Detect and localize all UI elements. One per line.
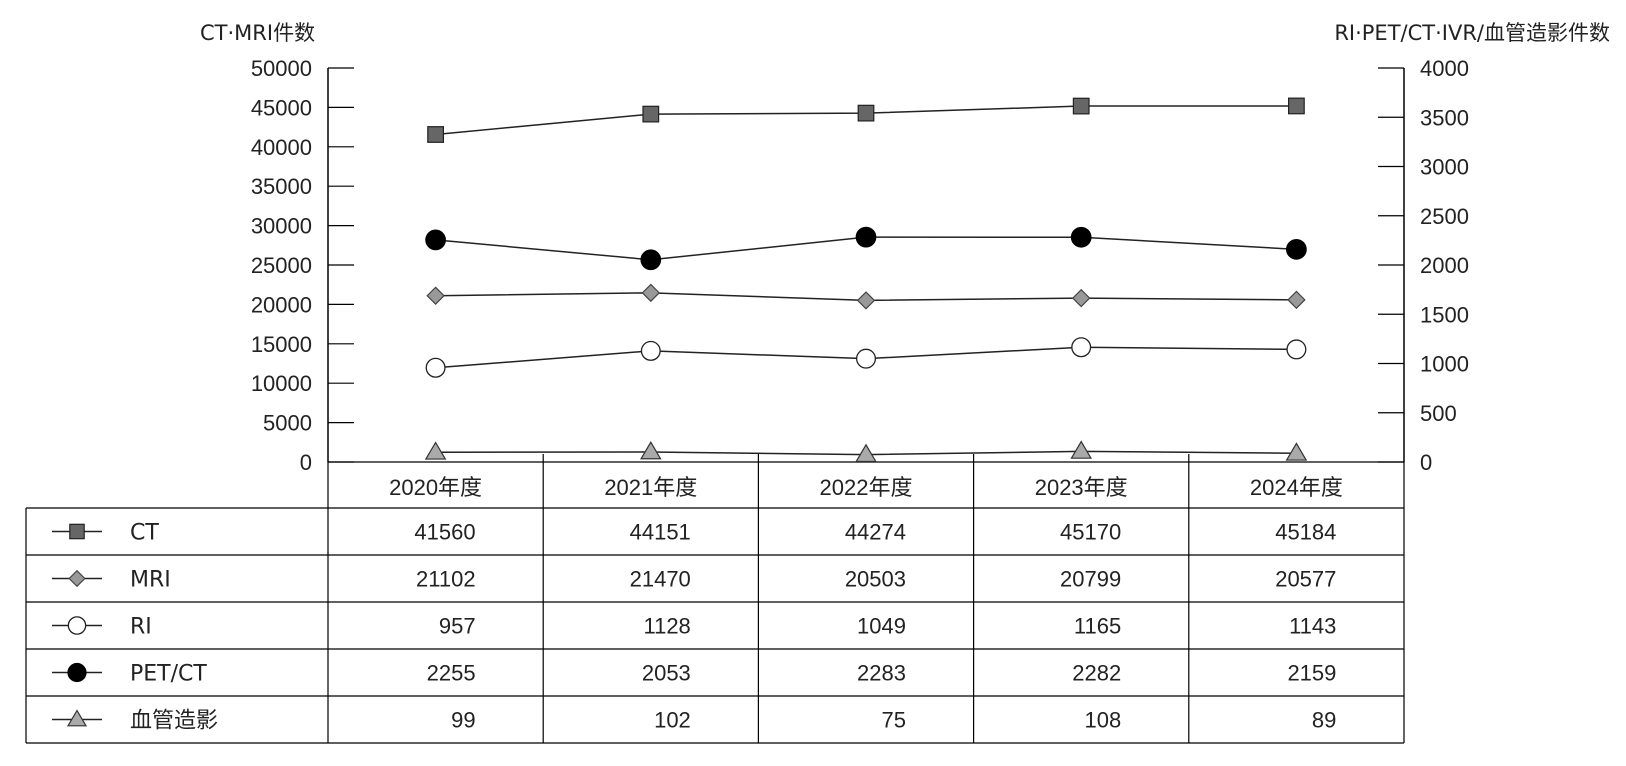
table-cell-value: 20577 <box>1275 567 1336 592</box>
data-point-3 <box>1070 226 1092 248</box>
legend-label: CT <box>130 521 159 546</box>
right-axis-title: RI·PET/CT·IVR/血管造影件数 <box>1334 21 1610 45</box>
table-cell-value: 21102 <box>416 567 476 592</box>
left-axis-tick-label: 20000 <box>251 292 312 317</box>
table-cell-value: 1128 <box>643 614 690 639</box>
legend-marker <box>67 616 87 635</box>
table-cell-value: 1165 <box>1074 614 1121 639</box>
right-axis-tick-label: 500 <box>1420 401 1457 426</box>
category-label: 2024年度 <box>1250 475 1343 500</box>
data-point-0 <box>642 105 660 123</box>
left-axis-tick-label: 50000 <box>251 56 312 81</box>
left-axis-tick-label: 30000 <box>251 214 312 239</box>
right-axis-tick-label: 3500 <box>1420 105 1469 130</box>
left-axis-tick-label: 25000 <box>251 253 312 278</box>
table-cell-value: 99 <box>451 708 475 733</box>
legend-label: RI <box>130 615 152 640</box>
left-axis-tick-label: 15000 <box>251 332 312 357</box>
legend-label: 血管造影 <box>130 709 218 734</box>
table-cell-value: 2283 <box>857 661 906 686</box>
data-point-3 <box>640 249 662 271</box>
data-point-4 <box>640 441 662 460</box>
data-point-2 <box>855 348 877 369</box>
table-cell-value: 44274 <box>845 520 906 545</box>
data-point-1 <box>1287 290 1306 310</box>
data-point-3 <box>855 226 877 248</box>
data-point-2 <box>640 340 661 361</box>
table-cell-value: 20503 <box>845 567 906 592</box>
right-axis-tick-label: 4000 <box>1420 56 1469 81</box>
legend-marker <box>66 709 88 727</box>
data-point-1 <box>426 286 445 305</box>
left-axis-title: CT·MRI件数 <box>200 21 315 45</box>
data-point-2 <box>1071 337 1092 358</box>
right-axis-tick-label: 2500 <box>1420 204 1469 229</box>
data-point-4 <box>424 441 447 460</box>
right-axis-tick-label: 3000 <box>1420 155 1469 180</box>
data-point-0 <box>857 104 875 122</box>
table-cell-value: 41560 <box>414 520 475 545</box>
table-cell-value: 957 <box>439 614 476 639</box>
data-point-1 <box>1071 288 1091 308</box>
table-cell-value: 21470 <box>630 567 691 592</box>
table-cell-value: 1143 <box>1289 614 1336 639</box>
right-axis-tick-label: 0 <box>1420 450 1432 475</box>
data-point-2 <box>425 357 446 378</box>
right-axis-tick-label: 1500 <box>1420 302 1469 327</box>
legend-label: PET/CT <box>130 662 207 687</box>
legend-marker <box>68 569 86 588</box>
legend-marker <box>69 523 85 540</box>
legend-label: MRI <box>130 568 171 593</box>
table-cell-value: 2255 <box>427 661 476 686</box>
table-cell-value: 2282 <box>1072 661 1121 686</box>
table-cell-value: 2053 <box>642 661 691 686</box>
table-cell-value: 45184 <box>1275 520 1336 545</box>
table-cell-value: 1049 <box>857 614 906 639</box>
table-cell-value: 75 <box>882 708 906 733</box>
legend-marker <box>67 662 87 683</box>
table-cell-value: 102 <box>654 708 691 733</box>
data-point-1 <box>641 283 661 303</box>
data-point-0 <box>1287 97 1305 115</box>
data-point-4 <box>1070 440 1092 459</box>
right-axis-tick-label: 2000 <box>1420 253 1469 278</box>
category-label: 2021年度 <box>604 475 697 500</box>
data-point-4 <box>1285 442 1308 461</box>
table-cell-value: 89 <box>1312 708 1336 733</box>
data-point-2 <box>1286 339 1307 360</box>
left-axis-tick-label: 45000 <box>251 95 312 120</box>
left-axis-tick-label: 40000 <box>251 135 312 160</box>
data-point-3 <box>1286 238 1307 260</box>
data-point-0 <box>1072 97 1090 115</box>
left-axis-tick-label: 0 <box>300 450 312 475</box>
category-label: 2022年度 <box>820 475 913 500</box>
category-label: 2020年度 <box>389 475 482 500</box>
table-cell-value: 44151 <box>630 520 691 545</box>
table-cell-value: 45170 <box>1060 520 1121 545</box>
data-point-4 <box>855 443 877 463</box>
right-axis-tick-label: 1000 <box>1420 352 1469 377</box>
data-point-0 <box>427 126 444 143</box>
left-axis-tick-label: 35000 <box>251 174 312 199</box>
table-cell-value: 2159 <box>1287 661 1336 686</box>
data-point-3 <box>425 229 446 251</box>
category-label: 2023年度 <box>1035 475 1128 500</box>
left-axis-tick-label: 5000 <box>263 411 312 436</box>
table-cell-value: 108 <box>1084 708 1121 733</box>
data-point-1 <box>856 291 876 310</box>
left-axis-tick-label: 10000 <box>251 371 312 396</box>
table-cell-value: 20799 <box>1060 567 1121 592</box>
